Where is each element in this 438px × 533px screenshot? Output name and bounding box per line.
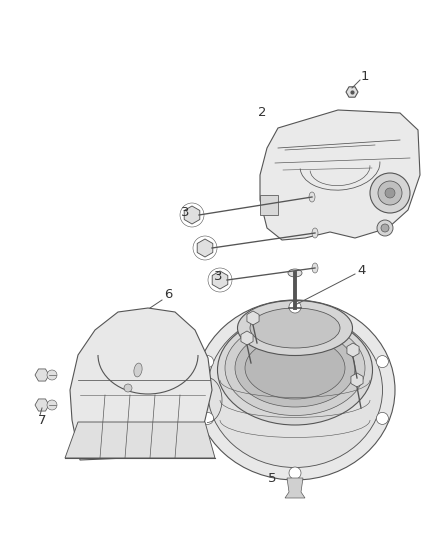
Circle shape (124, 384, 132, 392)
Text: 7: 7 (38, 414, 46, 426)
Circle shape (376, 413, 389, 424)
Text: 6: 6 (164, 288, 172, 302)
Ellipse shape (245, 337, 345, 399)
Text: 2: 2 (258, 106, 266, 118)
Text: 4: 4 (358, 263, 366, 277)
Circle shape (381, 224, 389, 232)
Circle shape (378, 181, 402, 205)
Ellipse shape (134, 363, 142, 377)
Polygon shape (65, 422, 215, 458)
Ellipse shape (312, 263, 318, 273)
Polygon shape (285, 478, 305, 498)
Circle shape (376, 356, 389, 368)
Circle shape (201, 356, 214, 368)
Circle shape (377, 220, 393, 236)
Ellipse shape (250, 308, 340, 348)
Ellipse shape (237, 301, 353, 356)
Circle shape (370, 173, 410, 213)
Circle shape (289, 301, 301, 313)
Ellipse shape (218, 315, 372, 425)
Ellipse shape (225, 320, 365, 416)
Text: 3: 3 (214, 270, 222, 282)
Ellipse shape (309, 192, 315, 202)
Circle shape (47, 400, 57, 410)
Text: 1: 1 (361, 69, 369, 83)
Circle shape (385, 188, 395, 198)
Circle shape (47, 370, 57, 380)
Ellipse shape (312, 228, 318, 238)
Polygon shape (70, 308, 212, 460)
Text: 5: 5 (268, 472, 276, 484)
Text: 3: 3 (181, 206, 189, 220)
Ellipse shape (208, 312, 382, 467)
Ellipse shape (195, 300, 395, 480)
Ellipse shape (288, 269, 302, 277)
Polygon shape (260, 110, 420, 240)
Circle shape (289, 467, 301, 479)
Circle shape (201, 413, 214, 424)
Polygon shape (260, 195, 278, 215)
Ellipse shape (235, 329, 355, 407)
